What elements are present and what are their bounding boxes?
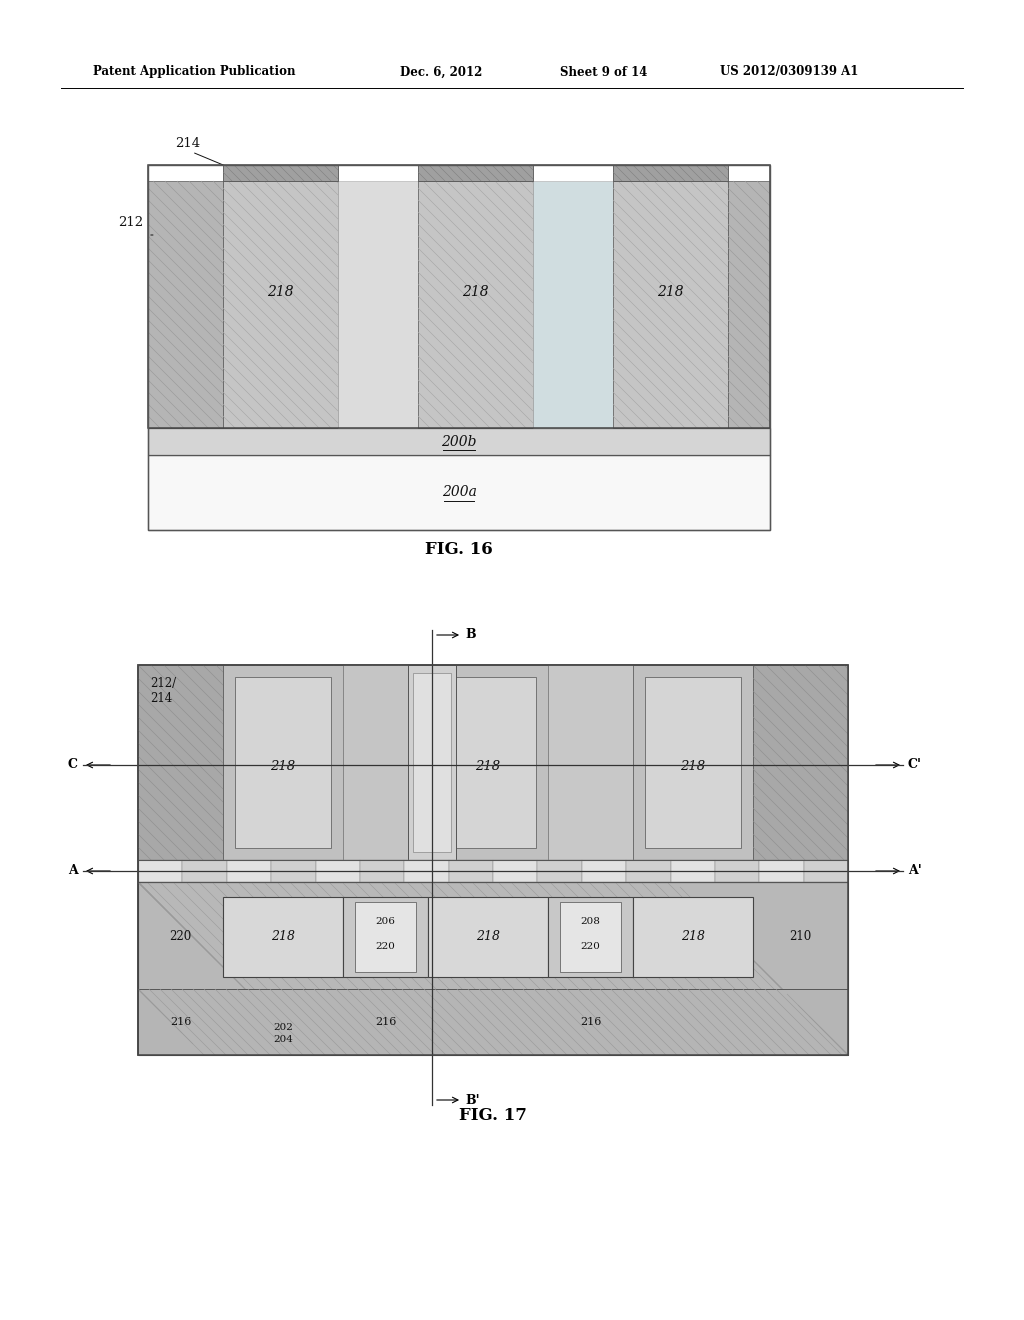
Text: A': A' xyxy=(908,865,922,878)
Bar xyxy=(804,861,848,882)
Bar xyxy=(138,861,848,882)
Bar xyxy=(223,898,343,977)
Bar xyxy=(226,861,271,882)
Bar xyxy=(759,861,804,882)
Bar xyxy=(645,677,741,847)
Text: B: B xyxy=(465,628,475,642)
Bar xyxy=(234,677,331,847)
Text: 218: 218 xyxy=(271,931,295,944)
Bar xyxy=(538,861,582,882)
Text: 220: 220 xyxy=(581,942,600,952)
Bar xyxy=(343,665,428,861)
Text: 210: 210 xyxy=(790,931,812,944)
Bar xyxy=(449,861,493,882)
Text: C: C xyxy=(68,759,78,771)
Text: 216: 216 xyxy=(580,1016,601,1027)
Text: 208: 208 xyxy=(581,916,600,925)
Bar xyxy=(408,665,456,861)
Bar xyxy=(343,898,428,977)
Text: 214: 214 xyxy=(175,137,200,150)
Text: C': C' xyxy=(908,759,922,771)
Text: Patent Application Publication: Patent Application Publication xyxy=(93,66,296,78)
Bar xyxy=(138,665,223,861)
Text: 212/: 212/ xyxy=(150,676,176,689)
Bar xyxy=(223,665,343,861)
Bar xyxy=(138,861,182,882)
Text: FIG. 17: FIG. 17 xyxy=(459,1106,527,1123)
Bar xyxy=(728,181,770,428)
Bar xyxy=(138,989,848,1055)
Bar xyxy=(560,902,621,972)
Bar xyxy=(355,902,416,972)
Text: A: A xyxy=(69,865,78,878)
Bar xyxy=(138,665,848,1055)
Bar xyxy=(633,898,753,977)
Bar xyxy=(633,665,753,861)
Text: Dec. 6, 2012: Dec. 6, 2012 xyxy=(400,66,482,78)
Bar xyxy=(613,165,728,181)
Bar xyxy=(582,861,626,882)
Text: 218: 218 xyxy=(476,931,500,944)
Bar xyxy=(428,665,548,861)
Bar xyxy=(148,428,770,455)
Bar xyxy=(413,673,451,851)
Text: Sheet 9 of 14: Sheet 9 of 14 xyxy=(560,66,647,78)
Bar xyxy=(148,181,223,428)
Text: 200b: 200b xyxy=(441,434,477,449)
Bar xyxy=(626,861,671,882)
Bar xyxy=(338,181,418,428)
Bar xyxy=(404,861,449,882)
Bar xyxy=(223,165,338,181)
Text: 216: 216 xyxy=(375,1016,396,1027)
Bar xyxy=(359,861,404,882)
Text: 206: 206 xyxy=(376,916,395,925)
Text: US 2012/0309139 A1: US 2012/0309139 A1 xyxy=(720,66,858,78)
Bar xyxy=(271,861,315,882)
Bar xyxy=(182,861,226,882)
Text: 220: 220 xyxy=(169,931,191,944)
Text: 218: 218 xyxy=(475,760,501,774)
Text: 202: 202 xyxy=(273,1023,293,1031)
Text: 218: 218 xyxy=(680,760,706,774)
Text: 214: 214 xyxy=(150,693,172,705)
Bar xyxy=(548,898,633,977)
Bar xyxy=(440,677,536,847)
Bar xyxy=(148,165,770,428)
Text: 220: 220 xyxy=(376,942,395,952)
Text: 212: 212 xyxy=(118,215,143,228)
Bar xyxy=(223,181,338,428)
Bar xyxy=(148,165,770,531)
Bar xyxy=(548,665,633,861)
Bar xyxy=(613,181,728,428)
Text: 218: 218 xyxy=(462,285,488,300)
Bar xyxy=(671,861,715,882)
Text: B': B' xyxy=(465,1093,479,1106)
Bar xyxy=(138,665,848,1055)
Text: 216: 216 xyxy=(170,1016,191,1027)
Bar xyxy=(493,861,538,882)
Text: 218: 218 xyxy=(657,285,684,300)
Bar xyxy=(418,181,534,428)
Text: 218: 218 xyxy=(267,285,294,300)
Bar xyxy=(418,165,534,181)
Bar xyxy=(148,455,770,531)
Bar xyxy=(428,898,548,977)
Text: 218: 218 xyxy=(270,760,296,774)
Bar xyxy=(715,861,759,882)
Text: 204: 204 xyxy=(273,1035,293,1044)
Text: 218: 218 xyxy=(681,931,705,944)
Bar xyxy=(138,882,848,1055)
Bar xyxy=(315,861,359,882)
Bar xyxy=(753,665,848,861)
Text: FIG. 16: FIG. 16 xyxy=(425,541,493,558)
Text: 200a: 200a xyxy=(441,486,476,499)
Bar xyxy=(534,181,613,428)
